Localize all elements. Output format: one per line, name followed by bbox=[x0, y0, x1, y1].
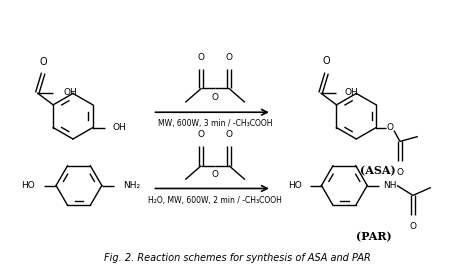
Text: Fig. 2. Reaction schemes for synthesis of ASA and PAR: Fig. 2. Reaction schemes for synthesis o… bbox=[104, 253, 370, 263]
Text: H₂O, MW, 600W, 2 min / -CH₃COOH: H₂O, MW, 600W, 2 min / -CH₃COOH bbox=[148, 196, 282, 206]
Text: O: O bbox=[226, 130, 233, 139]
Text: OH: OH bbox=[63, 89, 77, 98]
Text: MW, 600W, 3 min / -CH₃COOH: MW, 600W, 3 min / -CH₃COOH bbox=[158, 119, 273, 128]
Text: O: O bbox=[396, 168, 403, 177]
Text: NH: NH bbox=[383, 181, 397, 190]
Text: O: O bbox=[323, 56, 330, 66]
Text: NH₂: NH₂ bbox=[123, 181, 140, 190]
Text: O: O bbox=[198, 130, 205, 139]
Text: (PAR): (PAR) bbox=[356, 232, 392, 242]
Text: (ASA): (ASA) bbox=[360, 165, 396, 176]
Text: O: O bbox=[226, 53, 233, 62]
Text: HO: HO bbox=[288, 181, 301, 190]
Text: OH: OH bbox=[345, 89, 358, 98]
Text: O: O bbox=[39, 57, 47, 67]
Text: OH: OH bbox=[113, 123, 127, 132]
Text: O: O bbox=[211, 170, 219, 179]
Text: O: O bbox=[386, 123, 393, 132]
Text: HO: HO bbox=[21, 181, 35, 190]
Text: O: O bbox=[211, 93, 219, 102]
Text: O: O bbox=[410, 222, 417, 231]
Text: O: O bbox=[198, 53, 205, 62]
